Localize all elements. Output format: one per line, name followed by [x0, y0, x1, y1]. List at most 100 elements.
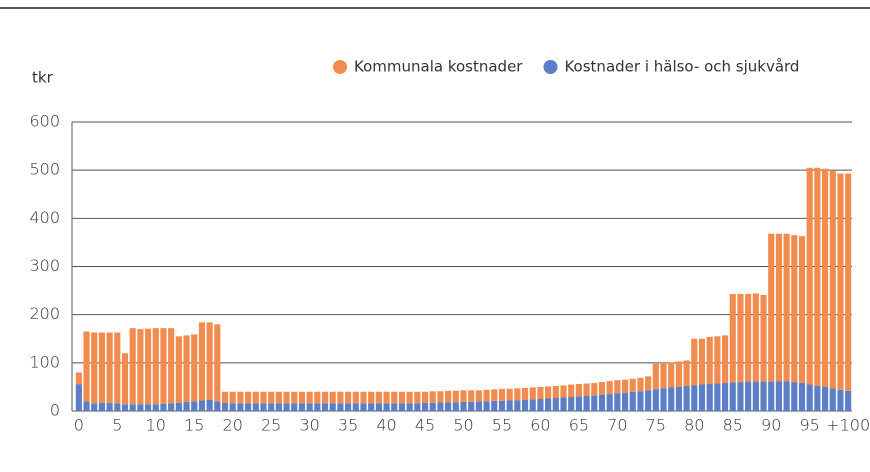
bar-segment [352, 403, 359, 411]
bar-segment [629, 378, 636, 392]
bar-segment [645, 376, 652, 391]
bar-segment [245, 403, 252, 411]
bar-segment [783, 381, 790, 411]
x-tick-label: 15 [184, 416, 204, 435]
bar-segment [698, 338, 706, 385]
bar-segment [406, 391, 413, 404]
bar-segment [491, 389, 498, 401]
x-tick-label: 80 [684, 416, 704, 435]
bar-segment [483, 401, 490, 411]
bar-segment [352, 391, 359, 404]
bar-segment [468, 390, 475, 402]
bar-segment [475, 390, 482, 402]
bar-segment [775, 233, 782, 382]
bar-segment [698, 384, 706, 411]
x-tick-label: 5 [112, 416, 122, 435]
bar-segment [668, 362, 675, 388]
x-tick-label: 55 [492, 416, 512, 435]
x-tick-label: 40 [376, 416, 396, 435]
x-tick-label: 45 [415, 416, 435, 435]
bar-segment [683, 360, 690, 386]
bar-segment [183, 401, 190, 411]
bar-segment [560, 397, 567, 411]
bar-segment [421, 402, 429, 411]
bar-segment [121, 353, 129, 405]
bar-segment [775, 381, 782, 411]
x-tick-label: 25 [261, 416, 281, 435]
bar-segment [283, 403, 290, 411]
bar-segment [137, 404, 144, 411]
bar-segment [783, 233, 790, 382]
bar-segment [368, 391, 375, 404]
bar-segment [568, 397, 575, 411]
bar-segment [583, 383, 590, 397]
bar-segment [729, 382, 736, 411]
bar-segment [91, 403, 98, 411]
bar-segment [114, 332, 121, 404]
bar-segment [437, 402, 444, 411]
bar-segment [360, 403, 367, 411]
bar-segment [521, 399, 529, 411]
bar-segment [614, 380, 621, 394]
bar-segment [452, 390, 459, 403]
y-axis-unit: tkr [32, 69, 54, 87]
bar-segment [83, 401, 90, 411]
bar-segment [683, 385, 690, 411]
bar-segment [252, 403, 259, 411]
bar-segment [598, 382, 606, 395]
bar-segment [675, 386, 682, 411]
legend-marker [543, 60, 558, 74]
bar-segment [106, 332, 113, 403]
bar-segment [691, 385, 698, 411]
x-tick-label: 50 [453, 416, 473, 435]
legend-label: Kommunala kostnader [354, 58, 523, 76]
bar-segment [268, 403, 275, 411]
bar-segment [168, 328, 175, 404]
bar-segment [275, 391, 282, 404]
bar-segment [714, 383, 721, 411]
bar-segment [129, 328, 136, 405]
bar-segment [206, 399, 213, 411]
x-tick-label: 75 [646, 416, 666, 435]
bar-segment [114, 403, 121, 411]
bar-segment [737, 382, 744, 411]
bar-segment [106, 402, 113, 411]
bar-segment [75, 372, 82, 385]
bar-segment [83, 331, 90, 402]
bar-segment [214, 324, 221, 402]
bar-segment [406, 403, 413, 411]
bar-segment [214, 401, 221, 411]
bar-segment [806, 384, 813, 411]
legend-label: Kostnader i hälso- och sjukvård [564, 58, 799, 76]
bar-segment [91, 332, 98, 404]
bar-segment [129, 404, 136, 411]
x-tick-label: 0 [74, 416, 84, 435]
bar-segment [752, 381, 759, 411]
bar-segment [752, 293, 759, 382]
bar-segment [98, 402, 106, 411]
bar-segment [598, 394, 606, 411]
bar-segment [829, 388, 836, 411]
bar-segment [160, 403, 167, 411]
bar-segment [191, 334, 198, 402]
bar-segment [660, 362, 667, 389]
bar-segment [714, 336, 721, 384]
bar-segment [721, 335, 729, 384]
bar-segment [621, 379, 629, 393]
bar-segment [421, 391, 429, 403]
bar-segment [768, 233, 775, 382]
bar-segment [814, 167, 821, 386]
bar-segment [637, 391, 644, 411]
x-tick-label: +100 [826, 416, 870, 435]
bar-segment [575, 384, 582, 397]
bar-segment [275, 403, 282, 411]
bar-segment [845, 390, 852, 411]
bar-segment [121, 404, 129, 411]
bar-segment [583, 396, 590, 411]
bar-segment [652, 363, 659, 390]
bar-segment [168, 403, 175, 411]
y-tick-label: 600 [29, 112, 60, 131]
bar-segment [337, 391, 344, 404]
bar-segment [137, 329, 144, 405]
bar-segment [545, 398, 552, 411]
